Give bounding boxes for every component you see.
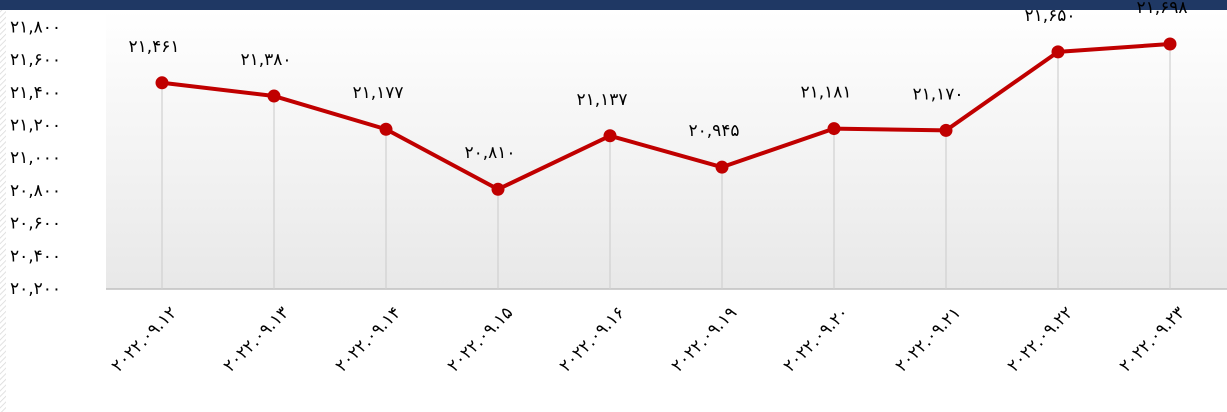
y-tick-label: ۲۰,۸۰۰ xyxy=(10,181,61,201)
point xyxy=(715,160,729,174)
x-tick-label: ۲۰۲۲.۰۹.۱۲ xyxy=(108,303,181,376)
x-tick-label: ۲۰۲۲.۰۹.۲۰ xyxy=(780,303,853,376)
data-label: ۲۱,۳۸۰ xyxy=(240,50,291,70)
data-label: ۲۱,۱۷۷ xyxy=(352,83,403,103)
data-label: ۲۰,۸۱۰ xyxy=(464,143,515,163)
point xyxy=(379,122,393,136)
header-bar xyxy=(0,0,1227,10)
data-label: ۲۱,۱۳۷ xyxy=(576,90,627,110)
point xyxy=(939,123,953,137)
point xyxy=(155,76,169,90)
point xyxy=(827,122,841,136)
point xyxy=(267,89,281,103)
data-label: ۲۱,۶۵۰ xyxy=(1024,6,1075,26)
plot-area xyxy=(106,10,1227,289)
y-tick-label: ۲۰,۶۰۰ xyxy=(10,214,61,234)
y-tick-label: ۲۰,۲۰۰ xyxy=(10,279,61,299)
x-tick-label: ۲۰۲۲.۰۹.۱۶ xyxy=(556,303,629,376)
y-tick-label: ۲۱,۴۰۰ xyxy=(10,83,61,103)
y-tick-label: ۲۰,۴۰۰ xyxy=(10,246,61,266)
y-tick-label: ۲۱,۶۰۰ xyxy=(10,50,61,70)
y-tick-label: ۲۱,۸۰۰ xyxy=(10,17,61,37)
x-tick-label: ۲۰۲۲.۰۹.۲۳ xyxy=(1116,303,1189,376)
data-label: ۲۱,۱۸۱ xyxy=(800,83,851,103)
point xyxy=(491,182,505,196)
x-tick-label: ۲۰۲۲.۰۹.۱۹ xyxy=(668,303,741,376)
point xyxy=(603,129,617,143)
data-label: ۲۱,۶۹۸ xyxy=(1136,0,1187,18)
series-line xyxy=(161,42,1171,192)
x-tick-label: ۲۰۲۲.۰۹.۲۲ xyxy=(1004,303,1077,376)
x-tick-label: ۲۰۲۲.۰۹.۱۵ xyxy=(444,303,517,376)
point xyxy=(1163,37,1177,51)
y-tick-label: ۲۱,۲۰۰ xyxy=(10,115,61,135)
data-label: ۲۱,۴۶۱ xyxy=(128,37,179,57)
data-label: ۲۱,۱۷۰ xyxy=(912,84,963,104)
x-tick-label: ۲۰۲۲.۰۹.۱۳ xyxy=(220,303,293,376)
x-tick-label: ۲۰۲۲.۰۹.۱۴ xyxy=(332,303,405,376)
point xyxy=(1051,45,1065,59)
border-hatch xyxy=(0,10,6,412)
y-tick-label: ۲۱,۰۰۰ xyxy=(10,148,61,168)
data-label: ۲۰,۹۴۵ xyxy=(688,121,739,141)
x-tick-label: ۲۰۲۲.۰۹.۲۱ xyxy=(892,303,965,376)
